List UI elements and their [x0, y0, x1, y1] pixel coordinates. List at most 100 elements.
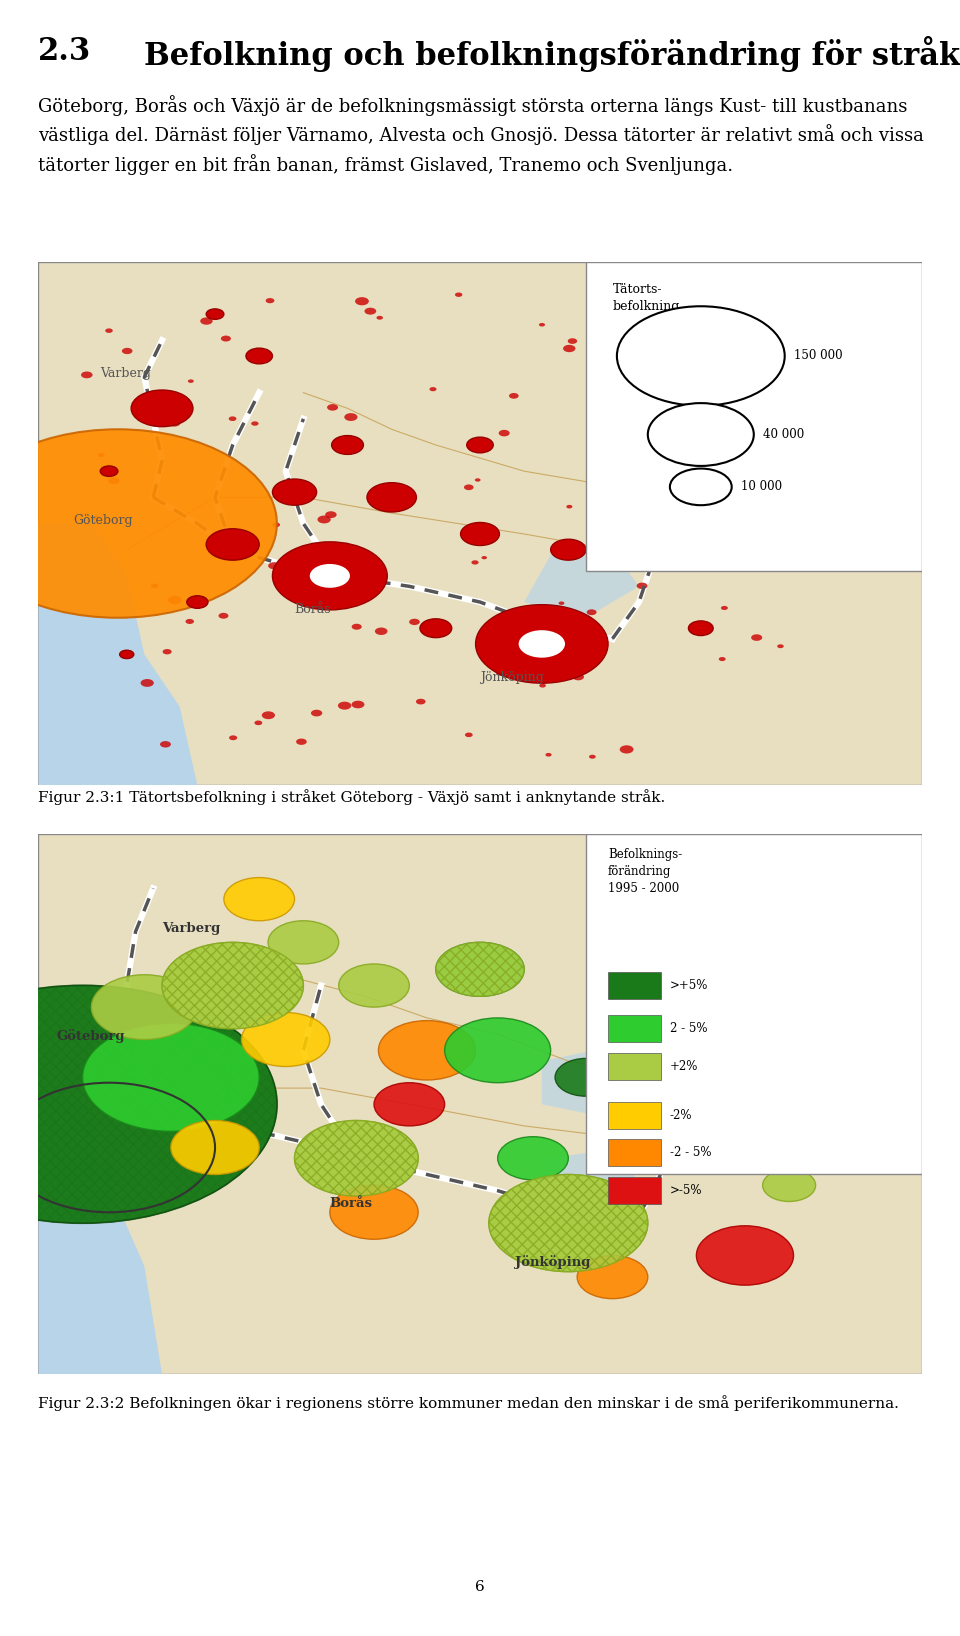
Polygon shape: [541, 1050, 630, 1116]
Circle shape: [545, 753, 552, 756]
Circle shape: [471, 560, 479, 564]
Circle shape: [355, 298, 369, 306]
Text: Jönköping: Jönköping: [516, 1255, 590, 1270]
FancyBboxPatch shape: [608, 1139, 661, 1166]
Circle shape: [762, 1170, 816, 1201]
Circle shape: [160, 741, 171, 748]
Circle shape: [268, 921, 339, 964]
Circle shape: [429, 388, 437, 391]
Text: Växjö: Växjö: [639, 398, 673, 411]
Circle shape: [316, 602, 327, 609]
Circle shape: [593, 486, 632, 509]
Circle shape: [461, 522, 499, 545]
Text: 2 - 5%: 2 - 5%: [670, 1022, 708, 1036]
Circle shape: [577, 1255, 648, 1299]
Circle shape: [732, 515, 758, 532]
Circle shape: [617, 306, 784, 406]
Circle shape: [187, 596, 208, 609]
Circle shape: [311, 710, 323, 717]
Circle shape: [221, 335, 231, 342]
FancyBboxPatch shape: [608, 972, 661, 1000]
Circle shape: [420, 618, 452, 638]
Circle shape: [206, 528, 259, 560]
Circle shape: [497, 1137, 568, 1180]
Circle shape: [140, 679, 154, 687]
Circle shape: [539, 322, 545, 327]
Circle shape: [295, 1121, 419, 1196]
Text: Figur 2.3:1 Tätortsbefolkning i stråket Göteborg - Växjö samt i anknytande stråk: Figur 2.3:1 Tätortsbefolkning i stråket …: [38, 790, 665, 805]
Circle shape: [604, 1109, 674, 1153]
Circle shape: [339, 964, 409, 1008]
Circle shape: [201, 317, 213, 326]
Polygon shape: [38, 1078, 162, 1374]
Circle shape: [475, 605, 608, 684]
Circle shape: [666, 419, 700, 440]
FancyBboxPatch shape: [586, 262, 922, 571]
Circle shape: [564, 345, 575, 352]
Circle shape: [639, 394, 646, 398]
Circle shape: [376, 316, 383, 319]
Circle shape: [81, 371, 92, 378]
Circle shape: [758, 388, 770, 394]
Circle shape: [318, 515, 331, 524]
Circle shape: [708, 352, 714, 355]
Circle shape: [672, 312, 684, 321]
Text: 10 000: 10 000: [740, 481, 781, 494]
Text: Jönköping: Jönköping: [480, 671, 544, 684]
Circle shape: [351, 700, 365, 708]
Text: Tätorts-
befolkning: Tätorts- befolkning: [612, 283, 680, 312]
Circle shape: [100, 466, 118, 476]
Polygon shape: [38, 524, 198, 785]
Circle shape: [436, 942, 524, 996]
Circle shape: [331, 435, 364, 455]
Circle shape: [559, 602, 564, 605]
Circle shape: [296, 738, 307, 744]
Circle shape: [168, 419, 180, 427]
Circle shape: [106, 329, 112, 332]
Circle shape: [224, 877, 295, 921]
Circle shape: [168, 596, 181, 604]
Circle shape: [730, 447, 740, 452]
Circle shape: [620, 746, 634, 754]
Circle shape: [83, 1024, 259, 1132]
Circle shape: [762, 458, 774, 465]
Text: Göteborg: Göteborg: [56, 1029, 125, 1042]
FancyBboxPatch shape: [608, 1054, 661, 1080]
Circle shape: [495, 667, 510, 676]
Circle shape: [699, 334, 707, 339]
Polygon shape: [524, 550, 639, 618]
Circle shape: [162, 942, 303, 1029]
FancyBboxPatch shape: [608, 1016, 661, 1042]
Text: -2 - 5%: -2 - 5%: [670, 1147, 711, 1160]
Circle shape: [310, 564, 350, 587]
Circle shape: [367, 483, 417, 512]
Circle shape: [228, 417, 236, 420]
Circle shape: [185, 618, 194, 623]
Circle shape: [751, 635, 762, 641]
Circle shape: [345, 414, 357, 420]
Circle shape: [566, 506, 572, 509]
Circle shape: [409, 618, 420, 625]
Circle shape: [721, 605, 728, 610]
Circle shape: [489, 1175, 648, 1271]
Circle shape: [635, 401, 732, 458]
Circle shape: [246, 348, 273, 363]
Text: Befolkning och befolkningsförändring för stråket: Befolkning och befolkningsförändring för…: [144, 36, 960, 72]
Text: >+5%: >+5%: [670, 978, 708, 991]
Circle shape: [242, 1013, 330, 1067]
Circle shape: [262, 712, 275, 720]
FancyBboxPatch shape: [38, 834, 922, 1374]
Circle shape: [587, 609, 596, 615]
Circle shape: [444, 1018, 551, 1083]
FancyBboxPatch shape: [586, 834, 922, 1175]
Circle shape: [206, 309, 224, 319]
Text: Göteborg, Borås och Växjö är de befolkningsmässigt största orterna längs Kust- t: Göteborg, Borås och Växjö är de befolkni…: [38, 95, 924, 175]
Circle shape: [467, 437, 493, 453]
Circle shape: [375, 628, 388, 635]
Text: -2%: -2%: [670, 1109, 692, 1122]
Circle shape: [365, 308, 376, 314]
Circle shape: [272, 522, 280, 527]
Circle shape: [374, 1083, 444, 1126]
Circle shape: [325, 512, 337, 519]
Circle shape: [589, 754, 596, 759]
